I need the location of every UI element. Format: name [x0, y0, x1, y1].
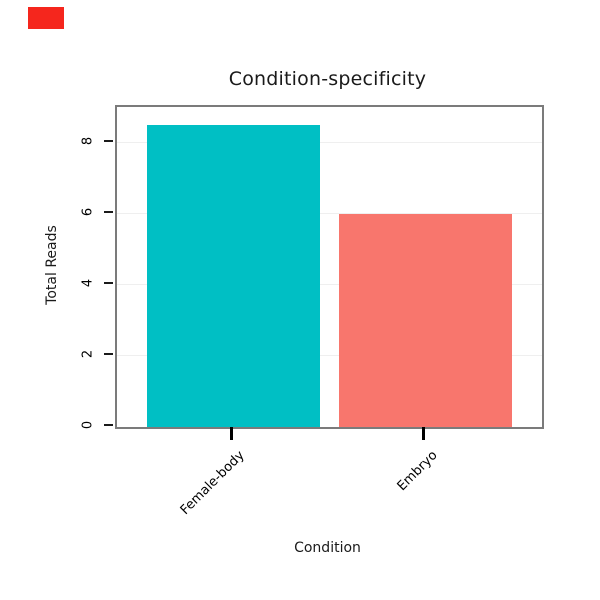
x-tick-label: Embryo	[394, 448, 441, 495]
y-tick-mark	[104, 139, 113, 142]
y-axis-label: Total Reads	[44, 225, 60, 305]
y-tick-label: 6	[80, 207, 96, 216]
y-tick-mark	[104, 281, 113, 284]
x-tick-mark	[422, 427, 426, 440]
gridline	[117, 212, 542, 214]
y-tick-mark	[104, 352, 113, 355]
y-tick-label: 4	[80, 278, 96, 287]
y-tick-mark	[104, 210, 113, 213]
bar-female-body	[146, 124, 320, 427]
x-tick-label: Female-body	[178, 448, 249, 518]
bar-embryo	[339, 213, 513, 427]
x-tick-mark	[229, 427, 233, 440]
red-corner-swatch	[28, 7, 64, 29]
y-tick-label: 0	[80, 420, 96, 430]
chart-title: Condition-specificity	[228, 68, 427, 90]
plot-panel	[115, 105, 544, 429]
y-tick-label: 8	[80, 136, 96, 145]
gridline	[117, 141, 542, 143]
y-tick-mark	[104, 424, 113, 426]
gridline	[117, 354, 542, 356]
gridline	[117, 283, 542, 285]
y-tick-label: 2	[80, 349, 96, 359]
x-axis-label: Condition	[294, 540, 361, 556]
